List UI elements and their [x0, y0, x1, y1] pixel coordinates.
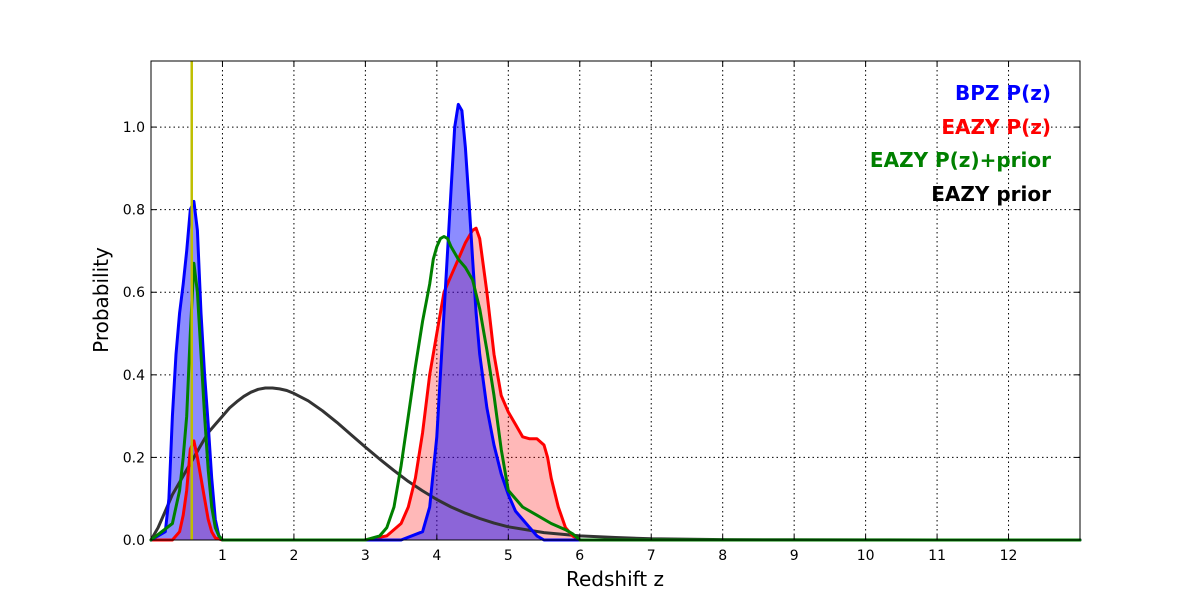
x-tick-label: 5 — [504, 548, 513, 564]
x-tick-label: 10 — [857, 548, 875, 564]
series-line-eazy-prior — [149, 386, 1082, 542]
x-tick-label: 11 — [928, 548, 946, 564]
legend-entry-eazy-prior: EAZY prior — [931, 182, 1051, 206]
x-tick-label: 9 — [790, 548, 799, 564]
x-tick-label: 7 — [647, 548, 656, 564]
legend: BPZ P(z) EAZY P(z) EAZY P(z)+prior EAZY … — [870, 81, 1051, 206]
legend-entry-bpz: BPZ P(z) — [955, 81, 1051, 105]
y-tick-label: 0.4 — [123, 368, 145, 384]
legend-entry-eazy: EAZY P(z) — [941, 115, 1051, 139]
series-fill-eazy-p-z — [151, 228, 1080, 540]
series-lines — [149, 102, 1082, 542]
axis-ticks: 1 2 3 4 5 6 7 8 9 10 11 120.00.20.40.60.81.0 — [123, 61, 1080, 564]
y-tick-label: 0.8 — [123, 203, 145, 219]
y-tick-label: 0.0 — [123, 533, 145, 549]
x-tick-label: 8 — [718, 548, 727, 564]
legend-entry-eazy-prior-combined: EAZY P(z)+prior — [870, 148, 1051, 172]
y-tick-label: 0.6 — [123, 285, 145, 301]
x-tick-label: 4 — [432, 548, 441, 564]
series-line-bpz-p-z — [149, 102, 1082, 542]
x-axis-label: Redshift z — [566, 567, 664, 591]
series-line-eazy-p-z — [149, 226, 1082, 542]
y-axis-label: Probability — [89, 247, 113, 353]
plot-frame — [150, 60, 1081, 541]
x-tick-label: 1 — [218, 548, 227, 564]
x-tick-label: 12 — [1000, 548, 1018, 564]
series-line-eazy-p-z-prior — [149, 235, 1082, 542]
x-tick-label: 6 — [575, 548, 584, 564]
x-tick-label: 3 — [361, 548, 370, 564]
x-tick-label: 2 — [289, 548, 298, 564]
y-tick-label: 1.0 — [123, 120, 145, 136]
y-tick-label: 0.2 — [123, 450, 145, 466]
